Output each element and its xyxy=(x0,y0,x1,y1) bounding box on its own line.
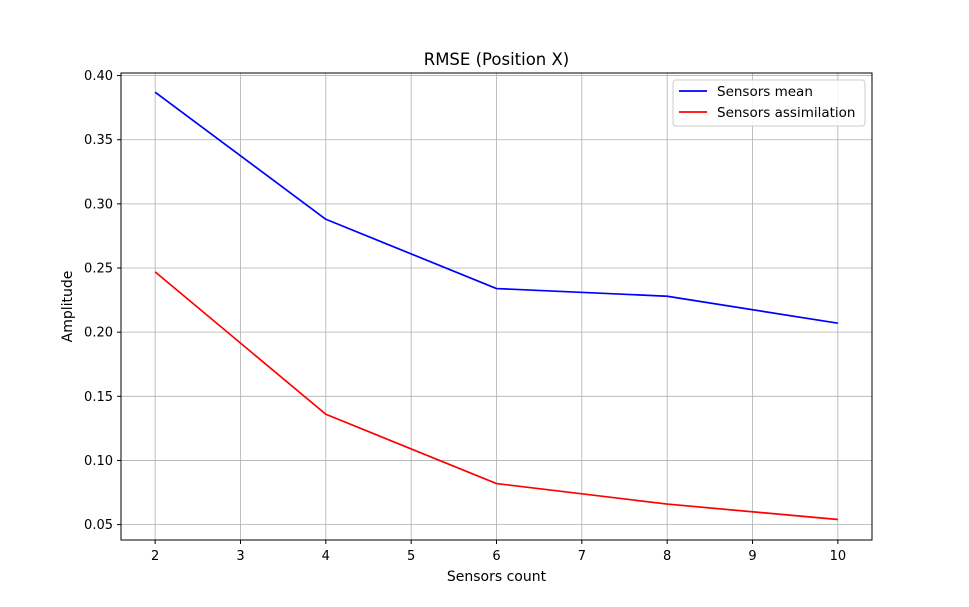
chart-title: RMSE (Position X) xyxy=(424,50,570,69)
legend-box xyxy=(672,79,866,127)
y-tick-label: 0.25 xyxy=(84,262,113,277)
x-tick-label: 8 xyxy=(663,549,671,564)
y-axis-title: Amplitude xyxy=(60,271,76,343)
y-tick-label: 0.35 xyxy=(84,133,113,148)
y-tick-label: 0.05 xyxy=(84,518,113,533)
legend: Sensors mean Sensors assimilation xyxy=(672,79,866,127)
x-axis-title: Sensors count xyxy=(447,569,547,585)
series-line-sensors-assimilation xyxy=(154,271,838,521)
legend-label-sensors-mean: Sensors mean xyxy=(717,84,813,100)
series-line-sensors-mean xyxy=(154,91,838,325)
y-tick-label: 0.15 xyxy=(84,390,113,405)
x-tick-label: 3 xyxy=(236,549,244,564)
x-tick-label: 4 xyxy=(322,549,330,564)
x-tick-label: 7 xyxy=(578,549,586,564)
x-tick-label: 10 xyxy=(830,549,847,564)
y-tick-label: 0.30 xyxy=(84,197,113,212)
legend-label-sensors-assimilation: Sensors assimilation xyxy=(717,105,855,121)
axis-ticks: 2 3 4 5 6 7 8 9 10 0.05 0.10 0.15 0.20 0.25 0.30 0.35 0.… xyxy=(84,69,846,564)
grid xyxy=(121,73,872,540)
x-tick-label: 5 xyxy=(407,549,415,564)
x-tick-label: 2 xyxy=(151,549,159,564)
y-tick-label: 0.10 xyxy=(84,454,113,469)
y-tick-label: 0.40 xyxy=(84,69,113,84)
x-tick-label: 6 xyxy=(492,549,500,564)
x-tick-label: 9 xyxy=(748,549,756,564)
y-tick-label: 0.20 xyxy=(84,326,113,341)
series-lines xyxy=(154,91,838,521)
